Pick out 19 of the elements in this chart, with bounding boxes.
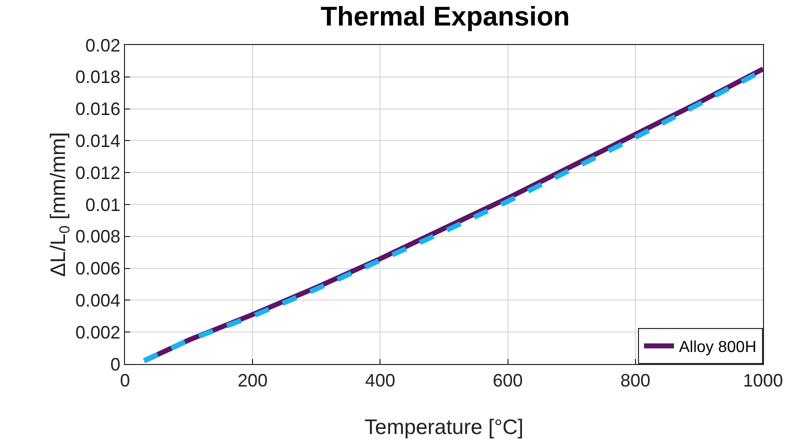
x-tick-label: 800 bbox=[620, 370, 650, 391]
x-axis-title: Temperature [°C] bbox=[364, 416, 524, 439]
y-tick-label: 0.016 bbox=[75, 99, 120, 120]
y-tick-label: 0.02 bbox=[85, 35, 120, 56]
x-tick-label: 200 bbox=[238, 370, 268, 391]
x-tick-label: 400 bbox=[365, 370, 396, 391]
y-tick-label: 0.014 bbox=[75, 131, 120, 151]
y-tick-label: 0.008 bbox=[75, 226, 120, 247]
legend-label: Alloy 800H bbox=[679, 339, 756, 356]
x-tick-label: 1000 bbox=[742, 370, 784, 391]
y-tick-label: 0.004 bbox=[75, 290, 120, 310]
chart-title: Thermal Expansion bbox=[320, 1, 570, 32]
y-tick-label: 0 bbox=[110, 354, 120, 374]
y-tick-label: 0.012 bbox=[75, 162, 120, 183]
y-tick-label: 0.018 bbox=[75, 67, 120, 88]
y-tick-label: 0.002 bbox=[75, 322, 120, 342]
y-tick-label: 0.01 bbox=[85, 194, 120, 215]
x-tick-label: 600 bbox=[492, 370, 523, 391]
y-tick-label: 0.006 bbox=[75, 258, 120, 279]
